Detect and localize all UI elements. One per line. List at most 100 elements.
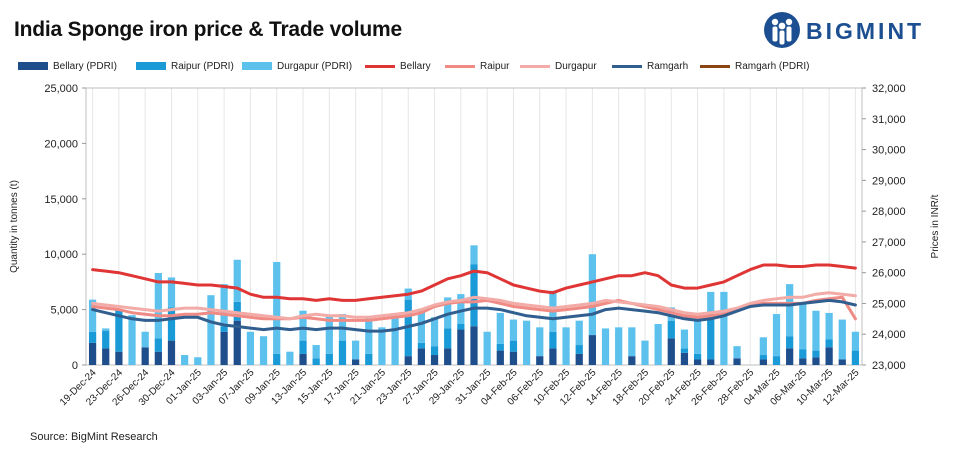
bar-segment	[575, 353, 583, 365]
y-right-tick-label: 31,000	[872, 114, 906, 126]
price-line	[91, 298, 857, 333]
bar-segment	[167, 340, 176, 365]
y-left-tick-label: 5,000	[50, 305, 78, 317]
legend-item-bellary-pdri: Bellary (PDRI)	[18, 58, 117, 74]
y-left-tick-label: 10,000	[44, 249, 78, 261]
bar-segment	[102, 348, 110, 365]
bar-segment	[536, 356, 544, 365]
bar-segment	[325, 353, 333, 365]
bar-segment	[851, 331, 860, 351]
bar-segment	[772, 356, 781, 365]
bar-segment	[470, 245, 478, 265]
bar-segment	[88, 342, 97, 365]
bar-segment	[154, 273, 162, 339]
bar-segment	[693, 359, 702, 365]
bar-segment	[457, 294, 465, 325]
legend-swatch	[365, 64, 395, 68]
legend-item-ramgarh: Ramgarh	[612, 58, 688, 74]
legend-label: Ramgarh	[647, 60, 689, 72]
bar-segment	[509, 319, 518, 341]
y-right-tick-label: 23,000	[872, 360, 906, 372]
bar-segment	[444, 348, 452, 365]
bar-segment	[549, 348, 557, 365]
bar-segment	[444, 328, 452, 349]
bar-segment	[259, 336, 268, 365]
price-line	[91, 291, 857, 321]
legend-label: Bellary	[400, 60, 431, 72]
bar-segment	[851, 350, 860, 365]
bar-segment	[154, 338, 162, 352]
y-right-tick-label: 24,000	[872, 329, 906, 341]
bar-segment	[220, 331, 228, 365]
logo-text: BIGMINT	[806, 18, 925, 44]
bar-segment	[246, 331, 255, 365]
legend-swatch	[520, 64, 550, 68]
bar-segment	[733, 358, 741, 365]
y-left-tick-label: 15,000	[44, 194, 78, 206]
legend-label: Durgapur	[555, 60, 597, 72]
bar-segment	[838, 359, 846, 365]
bar-segment	[588, 335, 596, 365]
bar-segment	[141, 331, 149, 348]
bar-segment	[457, 324, 465, 330]
bar-segment	[194, 357, 202, 365]
bar-segment	[470, 264, 478, 327]
bar-segment	[88, 331, 97, 343]
bar-segment	[233, 259, 241, 302]
bar-segment	[786, 336, 794, 349]
bar-segment	[707, 319, 715, 360]
bar-segment	[601, 328, 610, 365]
bar-segment	[496, 312, 504, 344]
bar-segment	[786, 284, 794, 337]
bar-segment	[509, 351, 518, 365]
bar-segment	[312, 345, 320, 359]
bar-segment	[680, 352, 689, 365]
bar-segment	[667, 338, 675, 365]
bar-segment	[825, 312, 833, 340]
legend-swatch	[445, 64, 475, 68]
legend-item-durgapur: Durgapur	[520, 58, 597, 74]
bar-segment	[286, 351, 294, 365]
legend-label: Raipur	[480, 60, 510, 72]
bar-segment	[207, 295, 215, 365]
legend-swatch	[242, 62, 272, 70]
legend-item-raipur-pdri: Raipur (PDRI)	[136, 58, 234, 74]
legend-swatch	[612, 64, 642, 68]
bar-segment	[154, 351, 162, 365]
y-left-tick-label: 25,000	[44, 83, 78, 95]
legend-label: Bellary (PDRI)	[53, 60, 117, 72]
legend-item-bellary: Bellary	[365, 58, 431, 74]
bar-segment	[720, 291, 728, 365]
bar-segment	[812, 357, 820, 365]
bar-segment	[575, 345, 583, 354]
bar-segment	[378, 327, 386, 365]
bar-segment	[115, 351, 123, 365]
bar-segment	[759, 337, 767, 356]
legend-item-durgapur-pdri: Durgapur (PDRI)	[242, 58, 352, 74]
price-line	[91, 263, 857, 302]
bar-segment	[365, 353, 373, 365]
source-note: Source: BigMint Research	[30, 431, 158, 443]
y-right-tick-label: 29,000	[872, 175, 906, 187]
y-left-tick-label: 0	[72, 360, 78, 372]
y-left-tick-label: 20,000	[44, 138, 78, 150]
bar-segment	[273, 353, 281, 365]
bar-segment	[693, 353, 702, 360]
bar-segment	[496, 350, 504, 365]
bar-segment	[325, 316, 333, 354]
legend-swatch	[136, 62, 166, 70]
bar-segment	[128, 315, 136, 365]
legend: Bellary (PDRI) Raipur (PDRI) Durgapur (P…	[0, 58, 957, 74]
bar-segment	[549, 331, 557, 349]
bar-segment	[680, 329, 689, 349]
bar-segment	[680, 348, 689, 353]
bar-segment	[786, 348, 794, 365]
bar-segment	[759, 359, 767, 365]
bar-segment	[628, 327, 636, 357]
legend-item-ramgarh-pdri: Ramgarh (PDRI)	[700, 58, 809, 74]
legend-swatch	[700, 64, 730, 68]
bigmint-people-icon	[764, 12, 800, 48]
bar-segment	[825, 339, 833, 348]
bar-segment	[667, 320, 675, 339]
